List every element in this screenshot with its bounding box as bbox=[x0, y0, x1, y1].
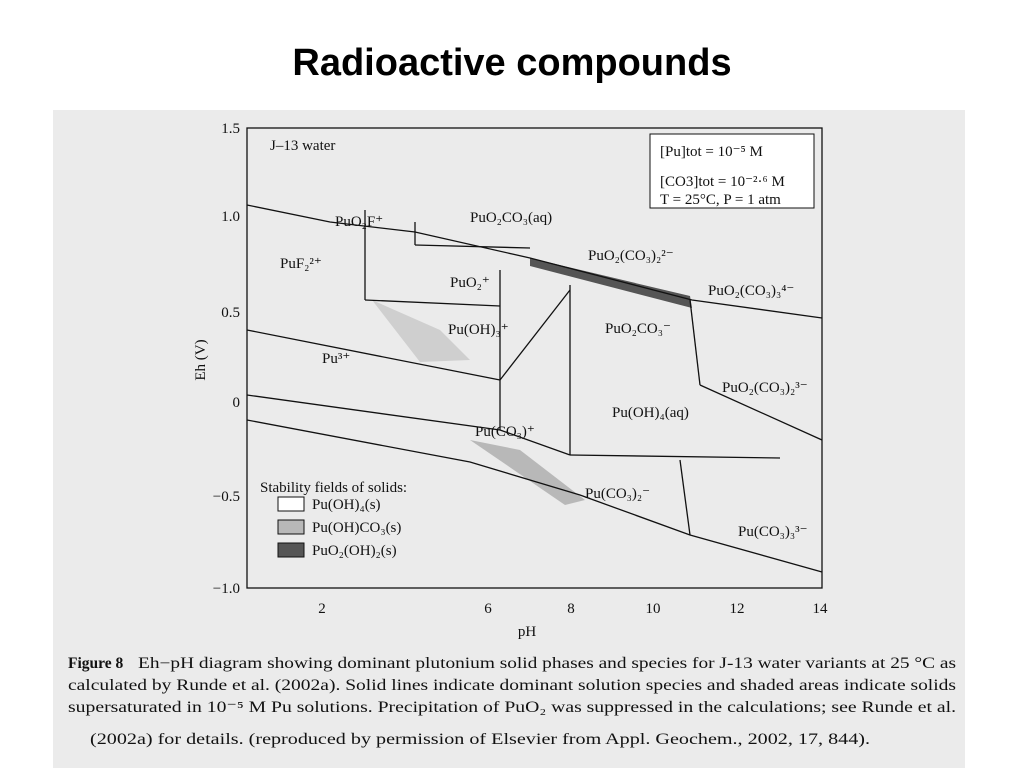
legend bbox=[277, 496, 305, 558]
caption-label: Figure 8 bbox=[68, 655, 123, 672]
x-tick-label: 10 bbox=[646, 601, 661, 617]
condition: T = 25°C, P = 1 atm bbox=[660, 192, 781, 208]
region-label: PuO₂(CO₃)₂²⁻ bbox=[588, 248, 674, 264]
y-tick-label: −0.5 bbox=[213, 489, 240, 505]
shade-light bbox=[372, 300, 470, 362]
boundary bbox=[689, 299, 701, 386]
caption-line: supersaturated in 10⁻⁵ M Pu solutions. P… bbox=[68, 699, 956, 716]
y-tick-label: −1.0 bbox=[213, 581, 240, 597]
region-label: PuO₂(CO₃)₂³⁻ bbox=[722, 380, 808, 396]
legend-label: Pu(OH)CO₃(s) bbox=[312, 520, 401, 536]
scan-background bbox=[53, 110, 965, 768]
conditions-box bbox=[649, 133, 815, 209]
region-label: Pu(OH)₃⁺ bbox=[448, 322, 509, 338]
region-label: PuF₂²⁺ bbox=[280, 256, 322, 272]
boundary bbox=[679, 459, 691, 536]
boundary bbox=[569, 454, 781, 459]
boundary bbox=[499, 429, 571, 456]
x-tick-label: 12 bbox=[730, 601, 745, 617]
region-label: PuO₂F⁺ bbox=[335, 214, 383, 230]
y-tick-label: 0.5 bbox=[221, 305, 240, 321]
inset-label: J–13 water bbox=[270, 138, 335, 154]
legend-title: Stability fields of solids: bbox=[260, 480, 407, 496]
legend-swatch bbox=[277, 542, 305, 558]
caption-line: Eh−pH diagram showing dominant plutonium… bbox=[138, 655, 956, 672]
caption-line: (2002a) for details. (reproduced by perm… bbox=[90, 731, 870, 748]
legend-swatch bbox=[277, 496, 305, 512]
x-tick-label: 2 bbox=[318, 601, 326, 617]
region-label: Pu(CO₃)₂⁻ bbox=[585, 486, 650, 502]
x-tick-label: 6 bbox=[484, 601, 492, 617]
region-label: PuO₂⁺ bbox=[450, 275, 490, 291]
boundary bbox=[499, 289, 571, 381]
legend-label: PuO₂(OH)₂(s) bbox=[312, 543, 397, 559]
x-axis-label: pH bbox=[518, 624, 537, 640]
region-label: PuO₂(CO₃)₃⁴⁻ bbox=[708, 283, 794, 299]
region-label: PuO₂CO₃⁻ bbox=[605, 321, 671, 337]
region-label: Pu(OH)₄(aq) bbox=[612, 405, 689, 421]
region-label: Pu³⁺ bbox=[322, 351, 350, 367]
legend-swatch bbox=[277, 519, 305, 535]
boundary bbox=[246, 419, 823, 573]
slide-title: Radioactive compounds bbox=[292, 42, 731, 84]
plot-frame bbox=[246, 127, 823, 589]
caption-line: calculated by Runde et al. (2002a). Soli… bbox=[68, 677, 956, 694]
boundary bbox=[364, 299, 501, 307]
y-tick-label: 0 bbox=[233, 395, 241, 411]
region-label: PuO₂CO₃(aq) bbox=[470, 210, 552, 226]
legend-label: Pu(OH)₄(s) bbox=[312, 497, 381, 513]
y-tick-label: 1.0 bbox=[221, 209, 240, 225]
boundary bbox=[246, 394, 501, 431]
region-label: Pu(CO₃)₃³⁻ bbox=[738, 524, 808, 540]
boundaries bbox=[246, 204, 823, 573]
condition: [Pu]tot = 10⁻⁵ M bbox=[660, 144, 763, 160]
condition: [CO3]tot = 10⁻²·⁶ M bbox=[660, 174, 785, 190]
shade-dark bbox=[530, 258, 692, 308]
x-tick-label: 8 bbox=[567, 601, 575, 617]
region-label: Pu(CO₃)⁺ bbox=[475, 424, 535, 440]
boundary bbox=[414, 244, 531, 249]
y-axis-label: Eh (V) bbox=[193, 339, 209, 380]
boundary bbox=[699, 384, 823, 441]
boundary bbox=[246, 204, 823, 319]
x-tick-label: 14 bbox=[813, 601, 829, 617]
boundary bbox=[246, 329, 501, 381]
y-tick-label: 1.5 bbox=[221, 121, 240, 137]
shaded-solids bbox=[372, 258, 692, 505]
shade-medium bbox=[470, 440, 585, 505]
